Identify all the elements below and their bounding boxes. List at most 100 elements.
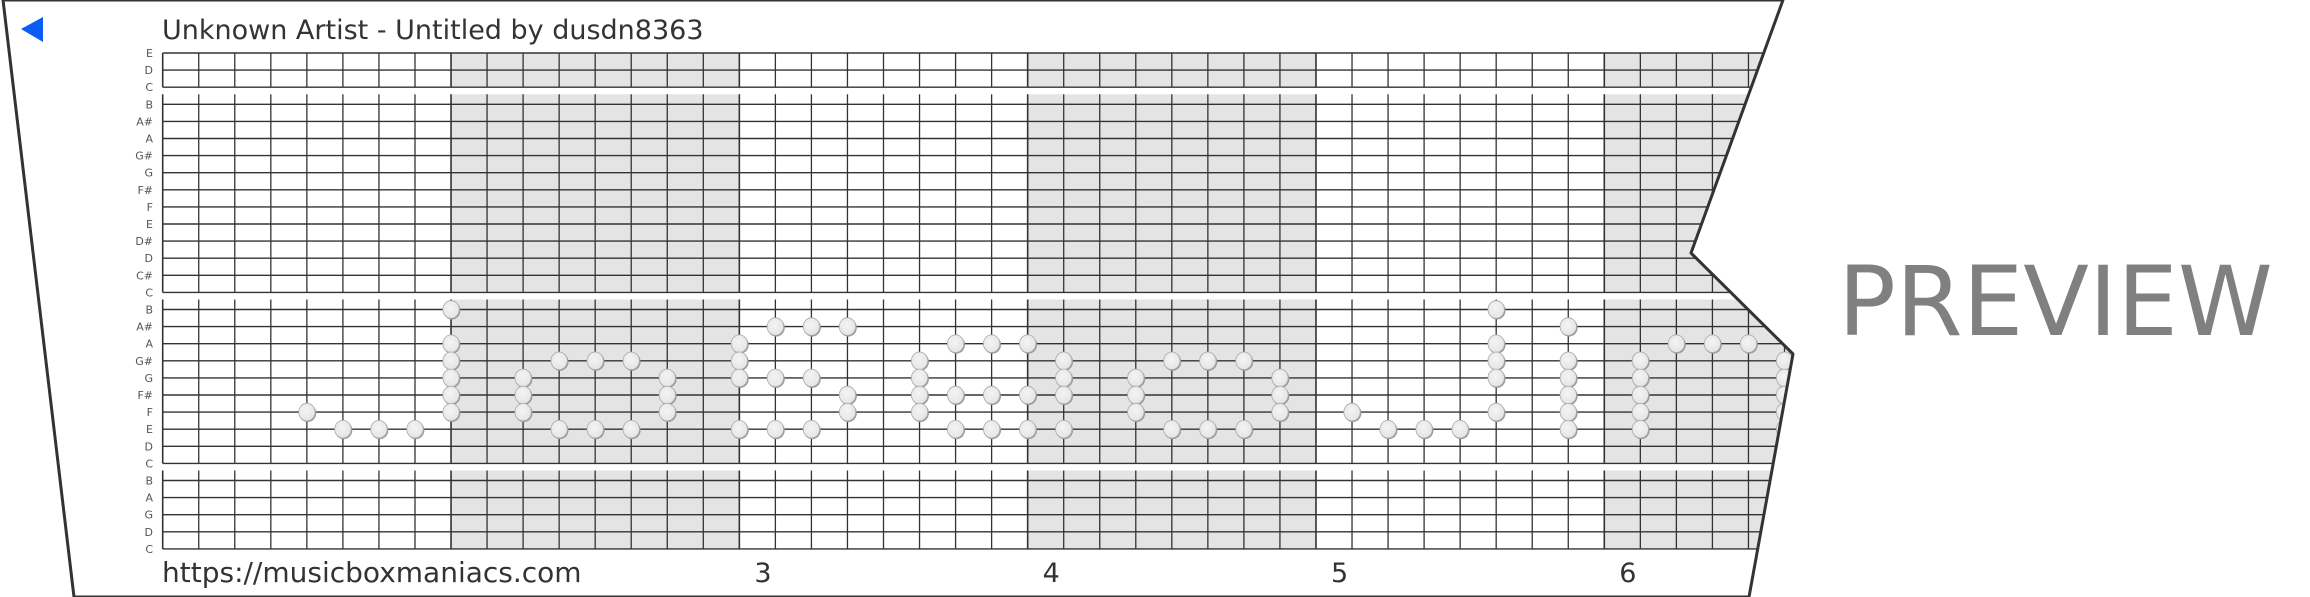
notes: [298, 300, 1793, 440]
pitch-label: E: [146, 218, 153, 231]
note-G4: [1127, 368, 1145, 388]
note-F#4: [1055, 385, 1073, 405]
note-G#4: [910, 351, 929, 371]
note-A#4: [766, 317, 784, 336]
note-B4: [1487, 300, 1505, 319]
note-E4: [586, 420, 604, 439]
note-G4: [1055, 368, 1073, 388]
note-G4: [442, 368, 460, 388]
note-F4: [1343, 402, 1361, 422]
note-E4: [1451, 420, 1469, 439]
note-G4: [1631, 368, 1649, 388]
note-A4: [1739, 334, 1758, 353]
paper-outline: [1, 0, 1795, 597]
note-G#4: [730, 351, 748, 371]
note-G4: [514, 368, 532, 388]
note-G4: [1271, 368, 1289, 388]
pitch-label: G: [144, 167, 153, 180]
note-F#4: [442, 385, 460, 405]
pitch-label: B: [145, 304, 153, 317]
note-E4: [946, 420, 965, 439]
note-F#4: [1271, 385, 1289, 405]
note-E4: [370, 420, 388, 439]
pitch-label: F#: [137, 184, 153, 197]
note-G#4: [1163, 351, 1181, 371]
pitch-label: C#: [136, 269, 153, 282]
note-G4: [766, 368, 784, 388]
pitch-label: C: [145, 457, 153, 470]
note-E4: [730, 420, 748, 439]
note-grid: [161, 52, 1793, 550]
note-G#4: [550, 351, 568, 371]
note-G#4: [586, 351, 604, 371]
pitch-label: A#: [136, 115, 153, 128]
note-G#4: [1631, 351, 1649, 371]
note-F4: [1271, 402, 1289, 422]
preview-watermark: PREVIEW: [1838, 246, 2273, 358]
note-E4: [766, 420, 784, 439]
note-F4: [838, 402, 857, 422]
site-url-link[interactable]: https://musicboxmaniacs.com: [162, 556, 582, 589]
note-A#4: [838, 317, 857, 336]
pitch-label: A#: [136, 321, 153, 334]
note-E4: [1559, 420, 1577, 439]
note-F4: [910, 402, 929, 422]
note-E4: [802, 420, 821, 439]
note-G4: [910, 368, 929, 388]
note-E4: [334, 420, 352, 439]
pitch-label: C: [145, 81, 153, 94]
note-G4: [730, 368, 748, 388]
note-G4: [658, 368, 676, 388]
note-F#4: [514, 385, 532, 405]
note-G#4: [622, 351, 640, 371]
note-A#4: [1559, 317, 1577, 336]
note-F#4: [1631, 385, 1649, 405]
pitch-label: F: [147, 201, 153, 214]
note-A4: [442, 334, 460, 353]
measure-number: 4: [1043, 558, 1060, 589]
note-E4: [1235, 420, 1253, 439]
note-G#4: [442, 351, 460, 371]
note-G#4: [1055, 351, 1073, 371]
note-E4: [1379, 420, 1397, 439]
pitch-label: E: [146, 47, 153, 60]
note-F4: [442, 402, 460, 422]
note-A4: [946, 334, 965, 353]
note-G#4: [1235, 351, 1253, 371]
note-F#4: [1559, 385, 1577, 405]
grid-lines: [161, 52, 1793, 550]
note-E4: [1415, 420, 1433, 439]
note-F#4: [946, 385, 965, 405]
page-title: Unknown Artist - Untitled by dusdn8363: [162, 15, 704, 46]
pitch-label: D: [145, 440, 153, 453]
note-F4: [658, 402, 676, 422]
note-F4: [298, 402, 316, 422]
note-G4: [802, 368, 821, 388]
pitch-label: F#: [137, 389, 153, 402]
pitch-label: A: [145, 492, 153, 505]
pitch-label: D: [145, 252, 153, 265]
pitch-label: D: [145, 64, 153, 77]
back-icon[interactable]: [21, 17, 43, 42]
note-E4: [550, 420, 568, 439]
note-G#4: [1199, 351, 1217, 371]
note-F#4: [1019, 385, 1037, 405]
note-A4: [730, 334, 748, 353]
pitch-label: B: [145, 475, 153, 488]
note-G4: [1559, 368, 1577, 388]
note-A4: [983, 334, 1001, 353]
pitch-label: D#: [135, 235, 153, 248]
note-E4: [983, 420, 1001, 439]
note-G4: [1487, 368, 1505, 388]
note-A4: [1019, 334, 1037, 353]
pitch-label: C: [145, 543, 153, 556]
measure-number: 6: [1619, 558, 1636, 589]
note-F4: [1559, 402, 1577, 422]
note-F#4: [983, 385, 1001, 405]
measure-number: 5: [1331, 558, 1348, 589]
note-E4: [1199, 420, 1217, 439]
note-F#4: [838, 385, 857, 405]
pitch-label: G#: [135, 150, 153, 163]
note-F#4: [658, 385, 676, 405]
